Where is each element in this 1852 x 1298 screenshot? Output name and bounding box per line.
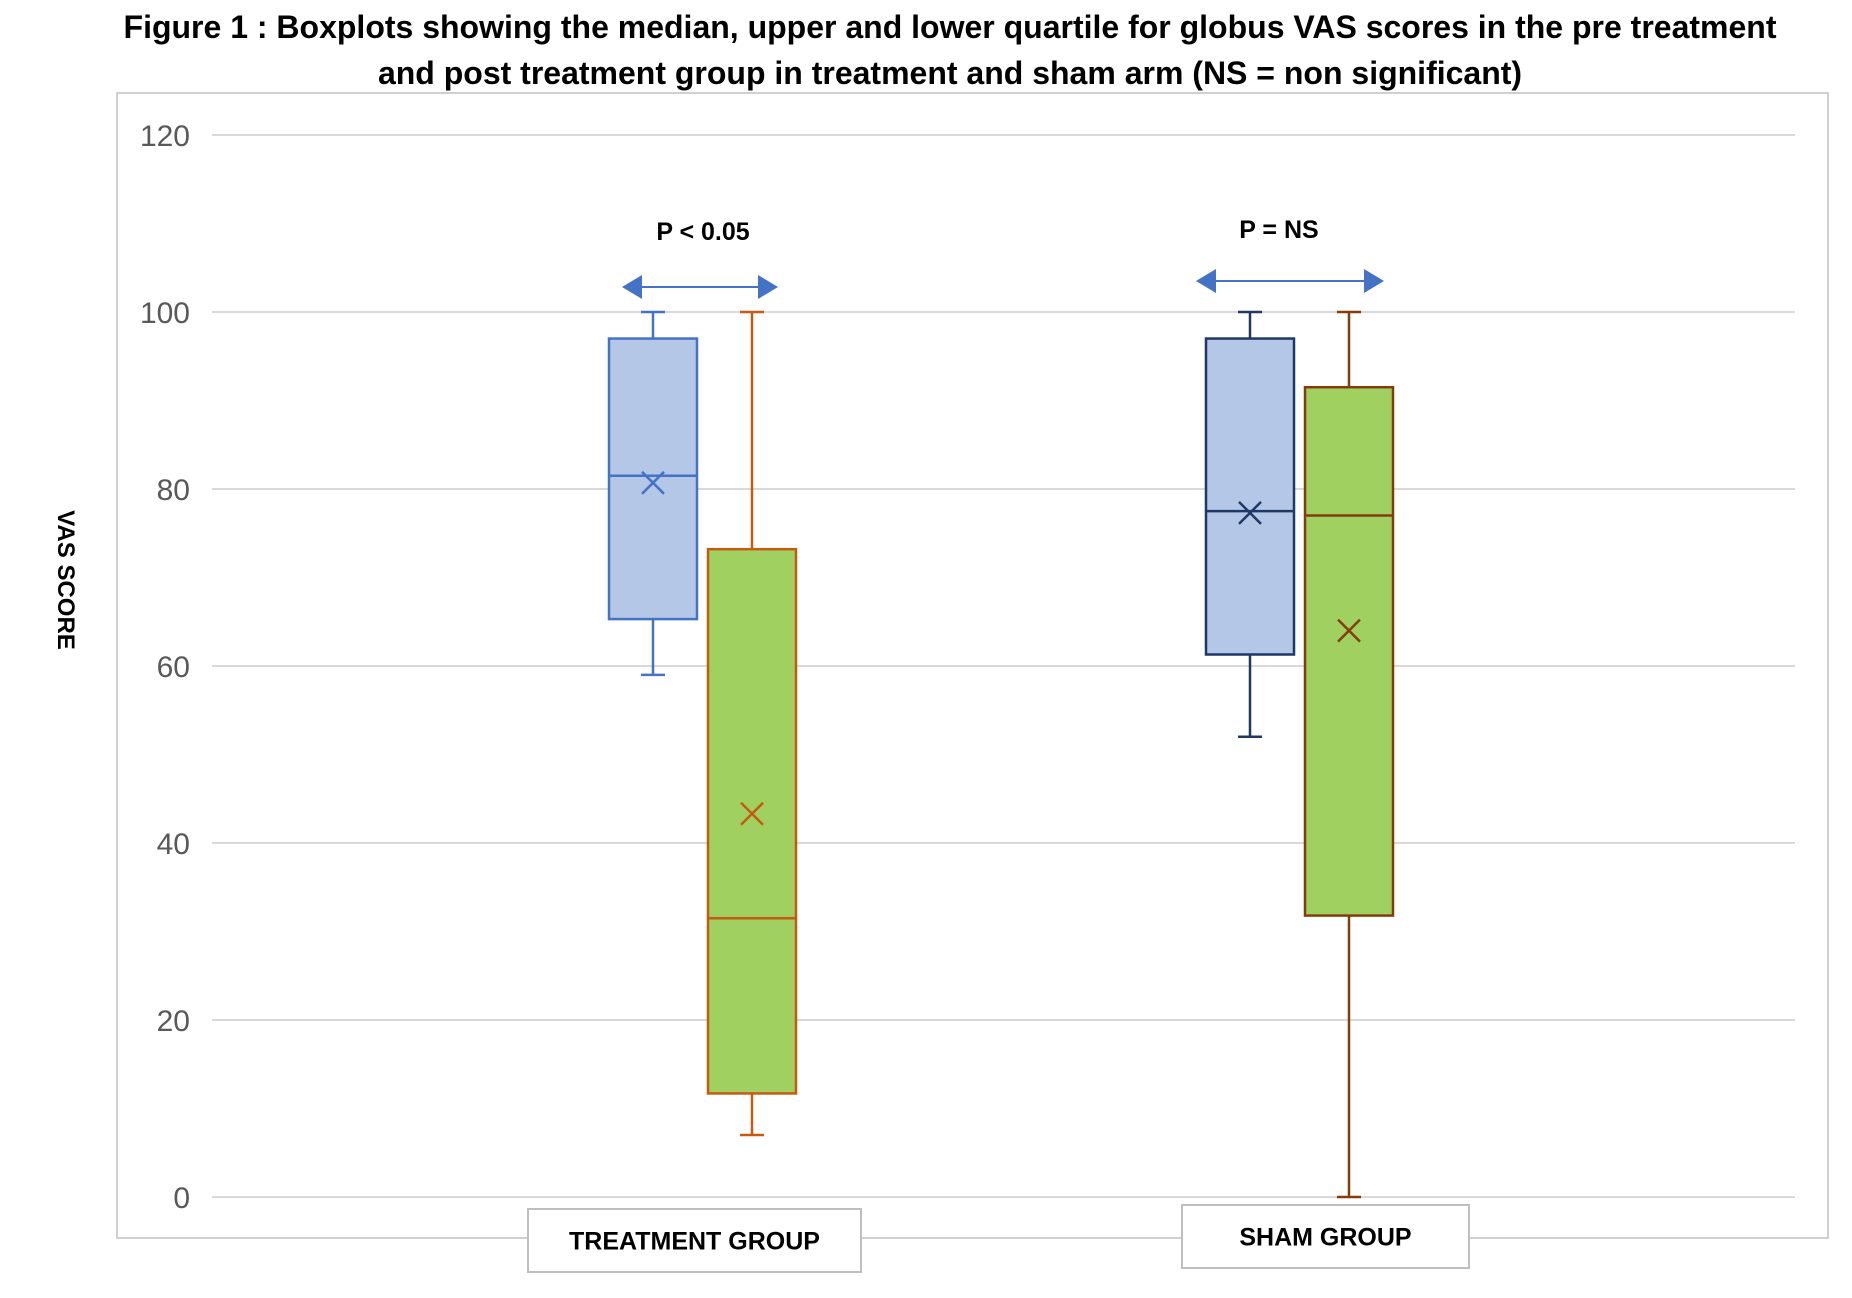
treatment-group-label: TREATMENT GROUP xyxy=(569,1228,820,1256)
treatment-group-post-mean-marker xyxy=(740,801,764,826)
treatment-group-label-box xyxy=(527,1208,862,1273)
sham-group-pre-boxplot xyxy=(1204,310,1296,739)
annotations: P < 0.05 P = NS xyxy=(622,216,1384,299)
treatment-group-pre-box xyxy=(607,337,699,621)
treatment-group-post-mean-stroke-b xyxy=(740,801,764,826)
category-labels: TREATMENT GROUP SHAM GROUP xyxy=(527,1204,1470,1273)
sham-group-label: SHAM GROUP xyxy=(1239,1224,1411,1252)
sham-group-post-boxplot xyxy=(1303,310,1395,1199)
y-tick-label-120: 120 xyxy=(140,120,190,153)
treatment-group-pre-mean-stroke-b xyxy=(641,470,665,495)
chart-title: Figure 1 : Boxplots showing the median, … xyxy=(60,4,1840,96)
sham-group-p-value-label: P = NS xyxy=(1239,216,1318,244)
sham-group-pre-mean-marker xyxy=(1238,501,1262,525)
treatment-group-pre-boxplot xyxy=(607,310,699,677)
treatment-group-p-value-label: P < 0.05 xyxy=(656,218,749,246)
gridlines xyxy=(212,134,1795,1198)
sham-group-pre-box xyxy=(1204,337,1296,656)
y-tick-label-60: 60 xyxy=(157,651,190,684)
y-axis-label: VAS SCORE xyxy=(52,510,79,650)
y-tick-label-80: 80 xyxy=(157,474,190,507)
y-tick-label-0: 0 xyxy=(173,1182,190,1215)
treatment-group-pre-mean-marker xyxy=(641,470,665,495)
sham-group-post-box xyxy=(1303,385,1395,917)
y-axis-ticks: 0 20 40 60 80 100 120 xyxy=(140,120,190,1215)
boxes xyxy=(607,310,1395,1199)
chart-title-line-1: Figure 1 : Boxplots showing the median, … xyxy=(123,9,1777,45)
sham-group-arrow-head-left xyxy=(1196,269,1216,293)
y-tick-label-100: 100 xyxy=(140,297,190,330)
chart-frame xyxy=(116,92,1829,1239)
sham-group-post-mean-stroke-b xyxy=(1337,618,1361,643)
y-tick-label-40: 40 xyxy=(157,828,190,861)
y-tick-label-20: 20 xyxy=(157,1005,190,1038)
treatment-group-post-box xyxy=(706,547,798,1095)
treatment-group-arrow-head-right xyxy=(758,275,778,299)
sham-group-arrow-head-right xyxy=(1364,269,1384,293)
sham-group-label-box xyxy=(1181,1204,1470,1269)
treatment-group-post-boxplot xyxy=(706,310,798,1137)
treatment-group-arrow-head-left xyxy=(622,275,642,299)
sham-group-post-mean-marker xyxy=(1337,618,1361,643)
chart-title-line-2: and post treatment group in treatment an… xyxy=(377,55,1523,91)
sham-group-pre-mean-stroke-b xyxy=(1238,501,1262,525)
